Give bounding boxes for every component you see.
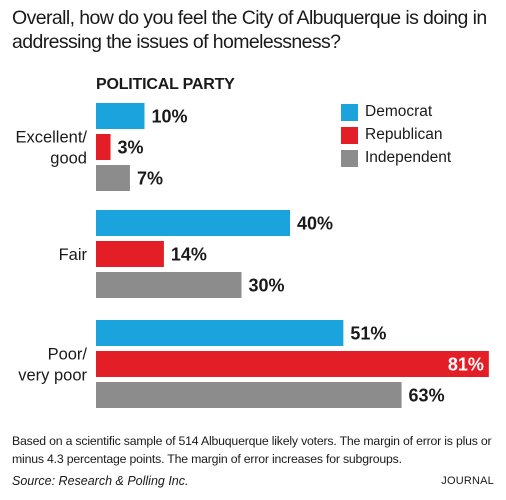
data-label-democrat-poor-very-poor: 51% [350, 324, 386, 344]
data-label-democrat-excellent-good: 10% [152, 107, 188, 127]
legend-item-democrat: Democrat [341, 103, 501, 123]
footnote: Based on a scientific sample of 514 Albu… [12, 434, 492, 466]
bar-democrat-excellent-good [96, 103, 145, 129]
bar-independent-fair [96, 272, 242, 298]
category-label-poor-very-poor-line-1: Poor/ [48, 346, 88, 364]
data-label-republican-fair: 14% [171, 245, 207, 265]
bar-republican-excellent-good [96, 134, 111, 160]
chart-subtitle: POLITICAL PARTY [96, 76, 235, 93]
data-label-republican-poor-very-poor: 81% [448, 355, 484, 375]
publisher-credit: JOURNAL [441, 475, 494, 487]
legend-swatch-independent [341, 150, 358, 167]
data-label-republican-excellent-good: 3% [118, 138, 144, 158]
data-label-democrat-fair: 40% [297, 214, 333, 234]
legend-swatch-democrat [341, 104, 358, 121]
legend-item-republican: Republican [341, 126, 501, 146]
legend-label-independent: Independent [365, 149, 452, 166]
legend-item-independent: Independent [341, 149, 501, 169]
bar-republican-poor-very-poor [96, 351, 489, 377]
bar-independent-excellent-good [96, 165, 130, 191]
source-note: Source: Research & Polling Inc. [12, 474, 189, 488]
category-label-poor-very-poor-line-2: very poor [18, 367, 87, 385]
chart-title: Overall, how do you feel the City of Alb… [12, 7, 487, 53]
legend-swatch-republican [341, 127, 358, 144]
data-label-independent-fair: 30% [249, 276, 285, 296]
data-label-independent-excellent-good: 7% [137, 169, 163, 189]
bar-democrat-fair [96, 210, 290, 236]
bar-chart: Excellent/good 10% 3% 7% Fair 40% 14% 30% Poor/v… [15, 103, 489, 408]
category-label-excellent-good-line-1: Excellent/ [15, 129, 87, 147]
legend-label-republican: Republican [365, 126, 443, 143]
legend-label-democrat: Democrat [365, 103, 433, 120]
bar-democrat-poor-very-poor [96, 320, 344, 346]
category-label-excellent-good-line-2: good [50, 150, 87, 168]
category-label-fair-line-1: Fair [59, 246, 88, 264]
data-label-independent-poor-very-poor: 63% [409, 386, 445, 406]
bar-republican-fair [96, 241, 164, 267]
bar-independent-poor-very-poor [96, 382, 402, 408]
